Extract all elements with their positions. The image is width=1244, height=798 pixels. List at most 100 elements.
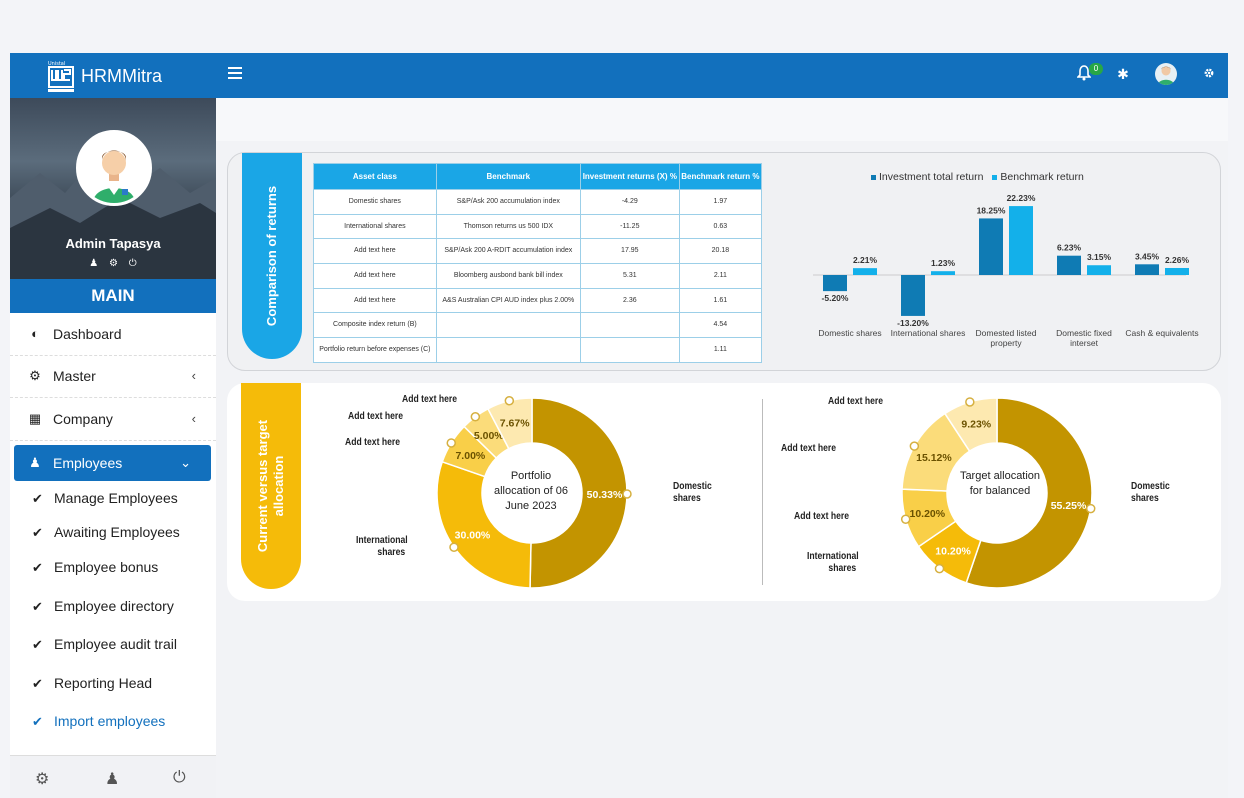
slice-label: 30.00% (455, 529, 491, 541)
donut-slice (965, 397, 1093, 589)
target-donut-chart: 55.25% 10.20% 10.20% 15.12% 9.23% (900, 397, 1096, 589)
bar (1165, 267, 1189, 275)
table-cell: 17.95 (579, 238, 680, 265)
table-cell: International shares (313, 213, 437, 240)
main-content: Comparison of returns Asset class Benchma… (216, 98, 1228, 798)
table-cell: 5.31 (579, 263, 680, 289)
returns-tab-label: Comparison of returns (264, 185, 279, 327)
allocation-tab: Current versus target allocation (241, 383, 301, 589)
gear-icon[interactable]: ⚙ (35, 771, 50, 788)
category-label: International shares (891, 328, 966, 338)
legend-item-investment: Investment total return (871, 171, 983, 183)
table-row: Portfolio return before expenses (C) 1.11 (313, 337, 763, 363)
table-header-cell: Investment returns (X) % (579, 163, 680, 190)
slice-label: 15.12% (916, 452, 952, 464)
sidebar-item-company[interactable]: ▦ Company ‹ (10, 399, 216, 441)
bar (931, 271, 955, 275)
top-bar: Unistal HRMMitra 0 ✱ (10, 53, 1228, 98)
user-icon[interactable]: ♟ (89, 258, 99, 269)
donut1-callout-international: International shares (356, 534, 408, 558)
sidebar-subitem-manage-employees[interactable]: ✔ Manage Employees (10, 483, 216, 513)
table-cell: Portfolio return before expenses (C) (313, 337, 437, 363)
legend-label: Investment total return (879, 171, 984, 183)
legend-item-benchmark: Benchmark return (992, 171, 1084, 183)
donut-slice (436, 460, 532, 589)
power-icon[interactable]: ⏻ (173, 769, 186, 786)
donut1-center-text: Portfolio allocation of 06 June 2023 (494, 470, 568, 512)
sidebar-item-employees[interactable]: ♟ Employees ⌄ (14, 445, 211, 481)
bell-icon[interactable] (1075, 65, 1093, 83)
category-label: Domestic fixed (1056, 328, 1112, 338)
user-name: Admin Tapasya (65, 236, 161, 251)
donut1-callout-domestic: Domestic shares (673, 480, 712, 504)
table-header-cell: Benchmark (435, 163, 581, 190)
sidebar-subitem-reporting-head[interactable]: ✔ Reporting Head (10, 668, 216, 698)
settings-icon[interactable] (1200, 65, 1218, 83)
table-cell: S&P/Ask 200 A-RDIT accumulation index (435, 238, 581, 265)
sidebar: Admin Tapasya ♟ ⚙ ⏻ MAIN ◐ Dashboard ⚙ M… (10, 98, 216, 798)
asterisk-icon[interactable]: ✱ (1117, 66, 1129, 82)
dashboard-icon: ◐ (31, 326, 39, 341)
sidebar-item-dashboard[interactable]: ◐ Dashboard (10, 314, 216, 356)
divider (762, 399, 763, 585)
profile-avatar (76, 130, 152, 206)
sidebar-subitem-employee-audit-trail[interactable]: ✔ Employee audit trail (10, 629, 216, 659)
table-header-cell: Benchmark return % (678, 163, 763, 190)
data-label: -13.20% (897, 318, 929, 328)
power-icon[interactable]: ⏻ (128, 258, 137, 269)
gear-icon: ⚙ (29, 368, 41, 383)
returns-table: Asset class Benchmark Investment returns (… (313, 163, 763, 363)
chevron-left-icon: ‹ (191, 411, 196, 426)
data-label: 2.21% (853, 255, 878, 265)
table-cell: Add text here (313, 238, 437, 265)
donut1-callout-2: Add text here (348, 410, 404, 422)
table-cell (579, 312, 680, 339)
donut2-callout-domestic: Domestic shares (1131, 480, 1170, 504)
chevron-left-icon: ‹ (191, 368, 196, 383)
callout-dot (965, 397, 975, 407)
table-cell: 2.11 (678, 263, 763, 289)
user-icon[interactable]: ♟ (105, 771, 120, 788)
callout-dot (1085, 503, 1096, 514)
check-icon: ✔ (32, 560, 43, 575)
slice-label: 9.23% (961, 419, 991, 431)
table-cell (435, 312, 581, 339)
sidebar-subitem-awaiting-employees[interactable]: ✔ Awaiting Employees (10, 517, 216, 547)
bar (979, 218, 1003, 275)
check-icon: ✔ (32, 599, 43, 614)
category-label: Cash & equivalents (1125, 328, 1198, 338)
sidebar-item-label: Employees (53, 455, 123, 471)
building-icon: ▦ (28, 411, 42, 426)
bar (1135, 264, 1159, 275)
returns-panel: Comparison of returns Asset class Benchma… (227, 152, 1221, 371)
table-header-cell: Asset class (313, 163, 437, 190)
data-label: 1.23% (931, 258, 956, 268)
logo-text: Unistal (48, 61, 65, 67)
allocation-tab-text: Current versus target allocation (255, 419, 286, 553)
sidebar-subitem-label: Employee directory (54, 598, 174, 614)
table-cell: 1.97 (678, 189, 763, 215)
slice-label: 7.67% (500, 418, 530, 430)
table-cell: 2.36 (579, 287, 680, 314)
sidebar-footer: ⚙ ♟ ⏻ (10, 755, 216, 798)
menu-toggle-icon[interactable] (228, 67, 242, 81)
chevron-down-icon: ⌄ (180, 455, 191, 470)
check-icon: ✔ (32, 637, 43, 652)
check-icon: ✔ (32, 676, 43, 691)
table-cell: Thomson returns us 500 IDX (435, 213, 581, 240)
table-cell: Composite index return (B) (313, 312, 437, 339)
category-label: Domested listed (976, 328, 1037, 338)
sidebar-subitem-employee-bonus[interactable]: ✔ Employee bonus (10, 552, 216, 582)
bar (853, 268, 877, 275)
sidebar-subitem-label: Employee bonus (54, 559, 159, 575)
sidebar-subitem-import-employees[interactable]: ✔ Import employees (10, 706, 216, 736)
bar (1087, 265, 1111, 275)
sidebar-item-master[interactable]: ⚙ Master ‹ (10, 356, 216, 398)
user-avatar[interactable] (1155, 63, 1177, 85)
sidebar-subitem-employee-directory[interactable]: ✔ Employee directory (10, 591, 216, 621)
table-cell: 1.61 (678, 287, 763, 314)
callout-dot (449, 542, 459, 552)
sidebar-subitem-label: Import employees (54, 713, 166, 729)
gear-icon[interactable]: ⚙ (109, 258, 118, 269)
category-label: property (990, 338, 1022, 348)
